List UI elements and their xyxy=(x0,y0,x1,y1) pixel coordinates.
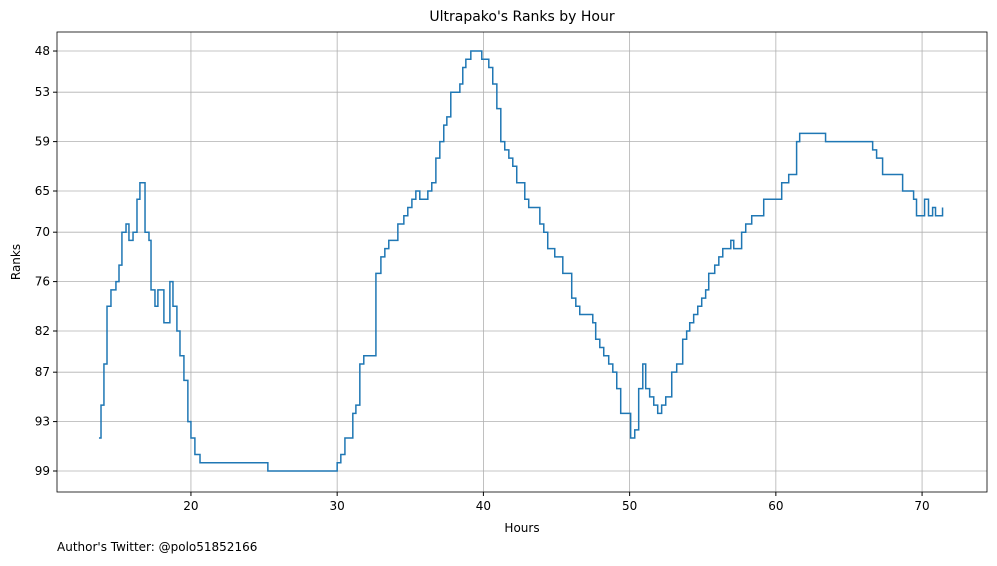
y-tick-label: 65 xyxy=(35,184,50,198)
y-tick-label: 93 xyxy=(35,415,50,429)
step-line xyxy=(98,50,944,472)
x-tick-label: 20 xyxy=(183,499,198,513)
y-tick-label: 53 xyxy=(35,85,50,99)
y-tick-label: 99 xyxy=(35,464,50,478)
footnote: Author's Twitter: @polo51852166 xyxy=(57,540,257,554)
y-axis-label: Ranks xyxy=(9,244,23,280)
x-tick-label: 40 xyxy=(476,499,491,513)
chart-title: Ultrapako's Ranks by Hour xyxy=(429,9,615,25)
y-tick-label: 70 xyxy=(35,225,50,239)
y-tick-label: 59 xyxy=(35,135,50,149)
x-tick-label: 50 xyxy=(622,499,637,513)
x-tick-label: 30 xyxy=(330,499,345,513)
x-tick-label: 60 xyxy=(768,499,783,513)
x-axis-label: Hours xyxy=(504,521,539,535)
y-tick-label: 76 xyxy=(35,275,50,289)
y-tick-label: 87 xyxy=(35,365,50,379)
y-tick-label: 82 xyxy=(35,324,50,338)
x-tick-label: 70 xyxy=(914,499,929,513)
y-tick-label: 48 xyxy=(35,44,50,58)
plot-frame xyxy=(56,31,988,493)
